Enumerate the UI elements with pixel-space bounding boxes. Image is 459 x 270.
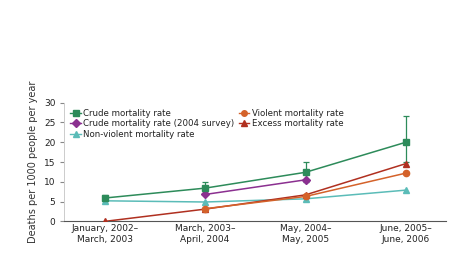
Legend: Crude mortality rate, Crude mortality rate (2004 survey), Non-violent mortality : Crude mortality rate, Crude mortality ra… <box>68 107 345 141</box>
Y-axis label: Deaths per 1000 people per year: Deaths per 1000 people per year <box>28 81 38 243</box>
